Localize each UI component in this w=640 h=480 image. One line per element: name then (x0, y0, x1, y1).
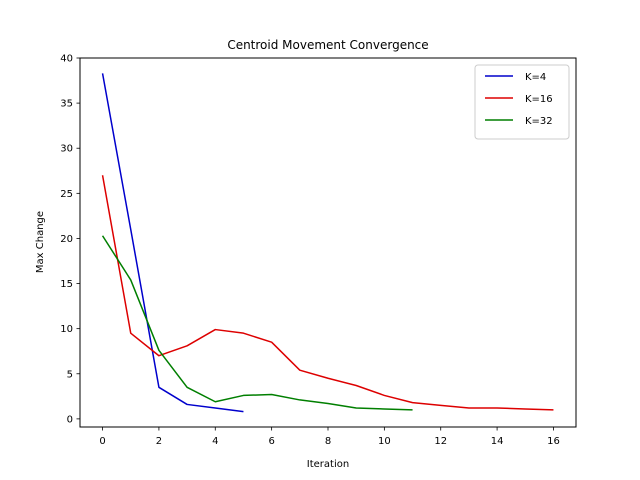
x-tick-label: 8 (325, 436, 331, 447)
y-tick-label: 30 (60, 144, 73, 155)
legend-label-k-16: K=16 (525, 94, 553, 105)
legend-label-k-4: K=4 (525, 72, 546, 83)
x-tick-label: 10 (378, 436, 391, 447)
y-tick-label: 15 (60, 279, 73, 290)
y-tick-label: 20 (60, 234, 73, 245)
x-tick-label: 2 (156, 436, 162, 447)
legend: K=4 K=16 K=32 (474, 64, 570, 140)
chart-title: Centroid Movement Convergence (227, 38, 428, 52)
x-tick-label: 4 (212, 436, 218, 447)
x-tick-label: 12 (434, 436, 447, 447)
y-tick-label: 25 (60, 189, 73, 200)
series-line-k-32 (101, 235, 413, 411)
y-tick-label: 35 (60, 99, 73, 110)
series-line-k-4 (101, 73, 244, 413)
y-tick-label: 5 (67, 369, 73, 380)
x-axis: 0 2 4 6 8 10 12 14 16 (99, 427, 560, 447)
x-axis-label: Iteration (307, 459, 349, 470)
y-axis: 0 5 10 15 20 25 30 35 40 (60, 54, 80, 425)
legend-label-k-32: K=32 (525, 116, 553, 127)
x-tick-label: 16 (547, 436, 560, 447)
y-tick-label: 10 (60, 324, 73, 335)
x-tick-label: 6 (268, 436, 274, 447)
y-axis-label: Max Change (35, 211, 46, 273)
plot-area (101, 73, 554, 413)
x-tick-label: 0 (99, 436, 105, 447)
x-tick-label: 14 (491, 436, 504, 447)
y-tick-label: 40 (60, 54, 73, 65)
series-line-k-16 (101, 175, 554, 411)
y-tick-label: 0 (67, 414, 73, 425)
